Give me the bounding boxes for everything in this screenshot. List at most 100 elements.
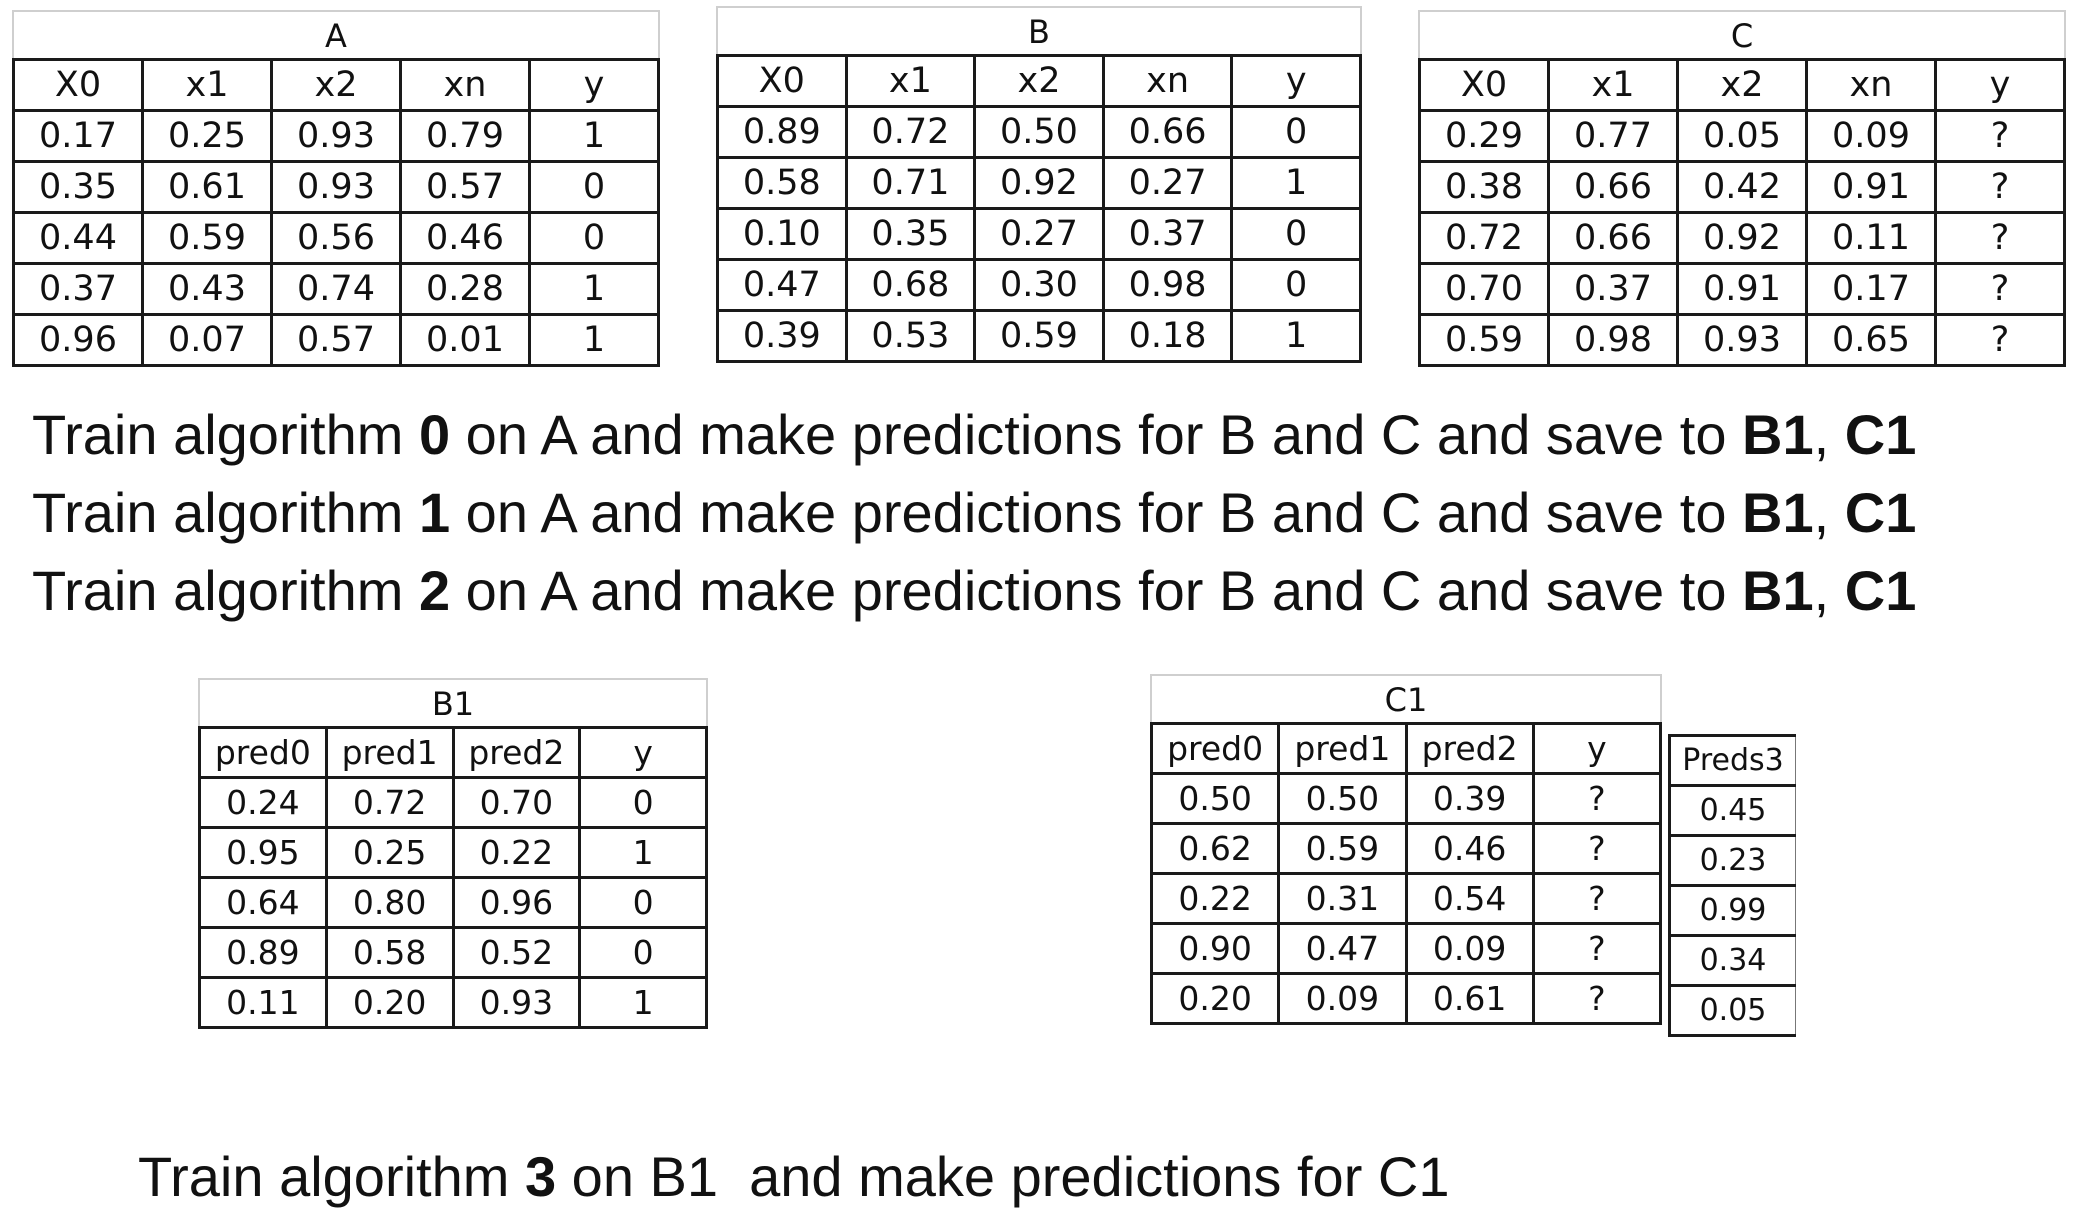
table-a-grid: X0 x1 x2 xn y 0.17 0.25 0.93 0.79 1 0.35… <box>12 58 660 367</box>
table-cell: 0.57 <box>399 160 531 214</box>
table-row: 0.62 0.59 0.46 ? <box>1149 822 1663 875</box>
table-cell: 0.96 <box>12 313 144 367</box>
table-row: 0.17 0.25 0.93 0.79 1 <box>12 109 660 163</box>
table-cell: 0.34 <box>1668 934 1796 987</box>
table-cell: 0.59 <box>1277 822 1408 875</box>
table-cell: 0.92 <box>1676 211 1808 265</box>
column-header: pred1 <box>1277 722 1408 775</box>
table-cell: 0.09 <box>1805 109 1937 163</box>
table-b1: B1 pred0 pred1 pred2 y 0.24 0.72 0.70 0 … <box>198 678 708 1029</box>
table-cell: 0.46 <box>399 211 531 265</box>
table-b1-title: B1 <box>198 678 708 726</box>
table-cell: 0 <box>578 776 708 829</box>
table-cell: 0.66 <box>1547 160 1679 214</box>
column-header: pred0 <box>1149 722 1281 775</box>
table-cell: 0.66 <box>1547 211 1679 265</box>
table-cell: ? <box>1934 313 2066 367</box>
table-cell: ? <box>1531 972 1663 1025</box>
instruction-target-c1: C1 <box>1844 559 1917 622</box>
table-row: 0.47 0.68 0.30 0.98 0 <box>716 258 1362 312</box>
table-cell: 0.37 <box>1101 207 1234 261</box>
table-cell: 0.72 <box>844 105 977 159</box>
table-cell: 0.35 <box>12 160 144 214</box>
table-cell: 0.58 <box>324 926 455 979</box>
table-cell: 0 <box>578 876 708 929</box>
table-row: 0.24 0.72 0.70 0 <box>198 776 708 829</box>
table-cell: 0.50 <box>1277 772 1408 825</box>
table-cell: ? <box>1934 211 2066 265</box>
table-row: 0.90 0.47 0.09 ? <box>1149 922 1663 975</box>
table-cell: 0.23 <box>1668 834 1796 887</box>
table-cell: 0.95 <box>198 826 328 879</box>
table-cell: 0.98 <box>1547 313 1679 367</box>
table-c1: C1 pred0 pred1 pred2 y 0.50 0.50 0.39 ? … <box>1149 674 1663 1025</box>
table-c-grid: X0 x1 x2 xn y 0.29 0.77 0.05 0.09 ? 0.38… <box>1418 58 2066 367</box>
table-row: 0.05 <box>1668 984 1796 1037</box>
table-cell: 0.22 <box>1149 872 1281 925</box>
instruction-middle: on A and make predictions for B and C an… <box>450 559 1743 622</box>
table-cell: ? <box>1531 772 1663 825</box>
table-row: 0.89 0.72 0.50 0.66 0 <box>716 105 1362 159</box>
table-cell: 0.89 <box>198 926 328 979</box>
table-row: 0.89 0.58 0.52 0 <box>198 926 708 979</box>
instruction-separator: , <box>1813 481 1845 544</box>
column-header: Preds3 <box>1668 734 1796 787</box>
table-cell: 0.24 <box>198 776 328 829</box>
table-cell: 0.43 <box>141 262 273 316</box>
table-c: C X0 x1 x2 xn y 0.29 0.77 0.05 0.09 ? 0.… <box>1418 10 2066 367</box>
table-row: 0.34 <box>1668 934 1796 987</box>
table-cell: 0.74 <box>270 262 402 316</box>
header-row: pred0 pred1 pred2 y <box>1149 722 1663 775</box>
table-row: 0.72 0.66 0.92 0.11 ? <box>1418 211 2066 265</box>
table-cell: 0.09 <box>1277 972 1408 1025</box>
table-cell: 0.91 <box>1676 262 1808 316</box>
table-cell: ? <box>1531 822 1663 875</box>
table-cell: 0.17 <box>12 109 144 163</box>
instruction-line: Train algorithm 1 on A and make predicti… <box>32 478 1916 548</box>
table-cell: 0.37 <box>12 262 144 316</box>
column-header: y <box>1230 54 1362 108</box>
table-cell: 0.05 <box>1668 984 1796 1037</box>
table-cell: 0.28 <box>399 262 531 316</box>
table-cell: 0.07 <box>141 313 273 367</box>
table-cell: 0.93 <box>451 976 582 1029</box>
table-b1-grid: pred0 pred1 pred2 y 0.24 0.72 0.70 0 0.9… <box>198 726 708 1029</box>
column-header: y <box>1531 722 1663 775</box>
column-header: y <box>1934 58 2066 112</box>
final-instruction-line: Train algorithm 3 on B1 and make predict… <box>138 1142 1449 1212</box>
instruction-target-b1: B1 <box>1742 403 1814 466</box>
table-cell: 0.92 <box>973 156 1105 210</box>
table-cell: 0.20 <box>1149 972 1281 1025</box>
instruction-separator: , <box>1813 559 1845 622</box>
table-row: 0.39 0.53 0.59 0.18 1 <box>716 309 1362 363</box>
instruction-prefix: Train algorithm <box>32 481 419 544</box>
table-cell: 0 <box>1230 258 1362 312</box>
header-row: Preds3 <box>1668 734 1796 787</box>
column-header: xn <box>399 58 531 112</box>
instruction-prefix: Train algorithm <box>32 403 419 466</box>
column-header: x1 <box>1547 58 1679 112</box>
table-row: 0.22 0.31 0.54 ? <box>1149 872 1663 925</box>
table-cell: 0.61 <box>141 160 273 214</box>
table-c1-grid: pred0 pred1 pred2 y 0.50 0.50 0.39 ? 0.6… <box>1149 722 1663 1025</box>
table-cell: 0.39 <box>716 309 848 363</box>
table-cell: 1 <box>578 826 708 879</box>
table-cell: 0.58 <box>716 156 848 210</box>
table-cell: 0.57 <box>270 313 402 367</box>
table-cell: 0.01 <box>399 313 531 367</box>
preds3-column: Preds3 0.45 0.23 0.99 0.34 0.05 <box>1668 734 1796 1037</box>
table-cell: 0.35 <box>844 207 977 261</box>
table-b-title: B <box>716 6 1362 54</box>
instruction-algorithm: 2 <box>418 559 451 622</box>
table-cell: 0.25 <box>141 109 273 163</box>
table-row: 0.95 0.25 0.22 1 <box>198 826 708 879</box>
table-cell: 0.93 <box>270 160 402 214</box>
table-cell: 0 <box>578 926 708 979</box>
table-cell: 0.70 <box>451 776 582 829</box>
table-row: 0.50 0.50 0.39 ? <box>1149 772 1663 825</box>
table-cell: 0.50 <box>973 105 1105 159</box>
table-cell: ? <box>1531 922 1663 975</box>
table-cell: 1 <box>528 313 660 367</box>
table-row: 0.29 0.77 0.05 0.09 ? <box>1418 109 2066 163</box>
table-row: 0.96 0.07 0.57 0.01 1 <box>12 313 660 367</box>
